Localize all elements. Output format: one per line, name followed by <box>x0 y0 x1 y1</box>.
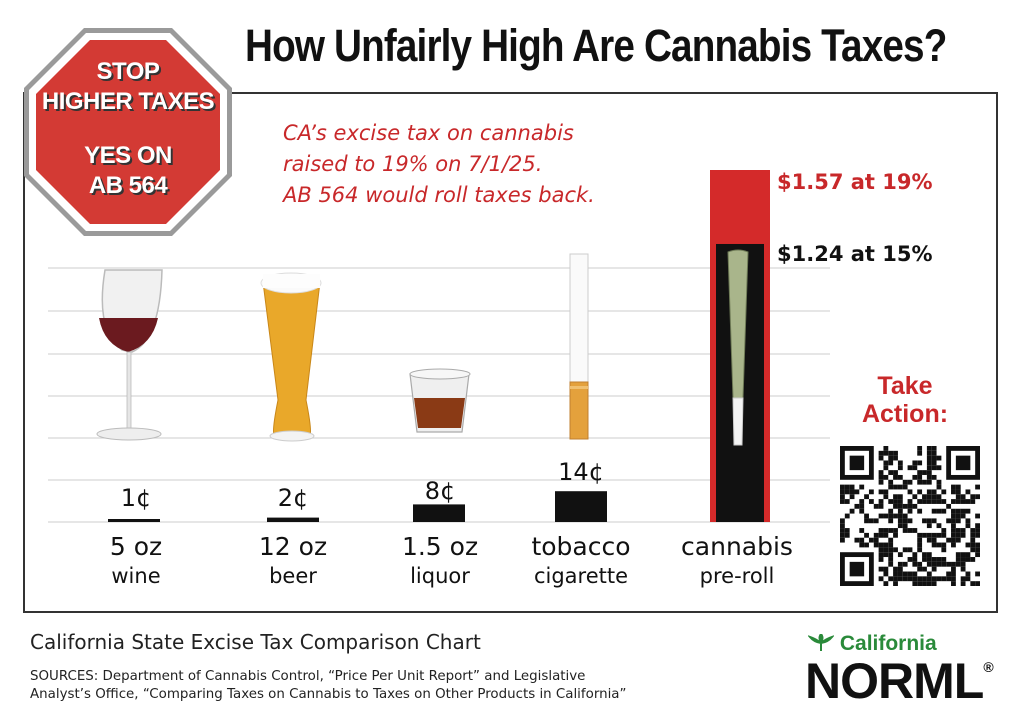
wine-glass-icon <box>96 269 163 441</box>
category-beer-name: beer <box>269 564 317 588</box>
value-label-liquor: 8¢ <box>424 477 456 505</box>
price-label-19: $1.57 at 19% <box>777 170 933 194</box>
category-tobacco-bottom: cigarette <box>533 564 629 588</box>
cigarette-icon <box>569 253 589 440</box>
page-title: How Unfairly High Are Cannabis Taxes? <box>245 20 947 71</box>
category-cannabis-top: cannabis <box>681 532 793 561</box>
sources-text: SOURCES: Department of Cannabis Control,… <box>30 668 626 704</box>
bar-tobacco <box>555 491 607 522</box>
value-label-tobacco: 14¢ <box>558 458 604 486</box>
cannabis-leaf-icon <box>807 632 835 651</box>
tax-note-line3: AB 564 would roll taxes back. <box>283 183 595 207</box>
tax-note: CA’s excise tax on cannabis raised to 19… <box>283 118 595 211</box>
stop-sign-icon <box>24 28 232 236</box>
category-cannabis-bottom: pre-roll <box>699 564 775 588</box>
pre-roll-icon <box>727 249 749 446</box>
value-label-beer: 2¢ <box>277 484 309 512</box>
tax-note-line2: raised to 19% on 7/1/25. <box>283 152 543 176</box>
category-liquor-name: liquor <box>410 564 470 588</box>
logo-norml: NORML® <box>805 652 994 710</box>
category-wine-name: wine <box>111 564 161 588</box>
stop-sign-line4: AB 564 <box>88 172 168 199</box>
category-wine-size: 5 oz <box>109 532 163 561</box>
stop-sign-line1: STOP <box>96 58 160 85</box>
value-label-wine: 1¢ <box>120 484 152 512</box>
category-tobacco-top: tobacco <box>531 532 631 561</box>
logo-registered-mark: ® <box>983 659 993 675</box>
category-liquor-size: 1.5 oz <box>401 532 479 561</box>
bar-beer <box>267 517 319 522</box>
stop-sign-line2: HIGHER TAXES <box>41 88 215 115</box>
sources-line1: SOURCES: Department of Cannabis Control,… <box>30 669 586 684</box>
take-action-line2: Action: <box>861 400 949 428</box>
stop-sign-line3: YES ON <box>84 142 172 169</box>
take-action-heading: Take Action: <box>835 372 975 428</box>
shot-glass-icon <box>409 368 471 433</box>
footer-title: California State Excise Tax Comparison C… <box>30 630 481 654</box>
sources-line2: Analyst’s Office, “Comparing Taxes on Ca… <box>30 687 627 702</box>
price-label-15: $1.24 at 15% <box>777 242 933 266</box>
bar-liquor <box>413 504 465 522</box>
take-action-line1: Take <box>877 372 933 400</box>
bar-wine <box>108 519 160 522</box>
tax-note-line1: CA’s excise tax on cannabis <box>283 121 574 145</box>
logo-california-text: California <box>839 632 937 655</box>
bars-group <box>108 170 770 523</box>
logo-norml-text: NORML <box>805 653 984 709</box>
logo-california: California <box>807 632 998 656</box>
beer-glass-icon <box>260 272 322 442</box>
gridlines <box>48 267 830 523</box>
category-beer-size: 12 oz <box>258 532 328 561</box>
qr-code-icon[interactable] <box>840 445 980 587</box>
